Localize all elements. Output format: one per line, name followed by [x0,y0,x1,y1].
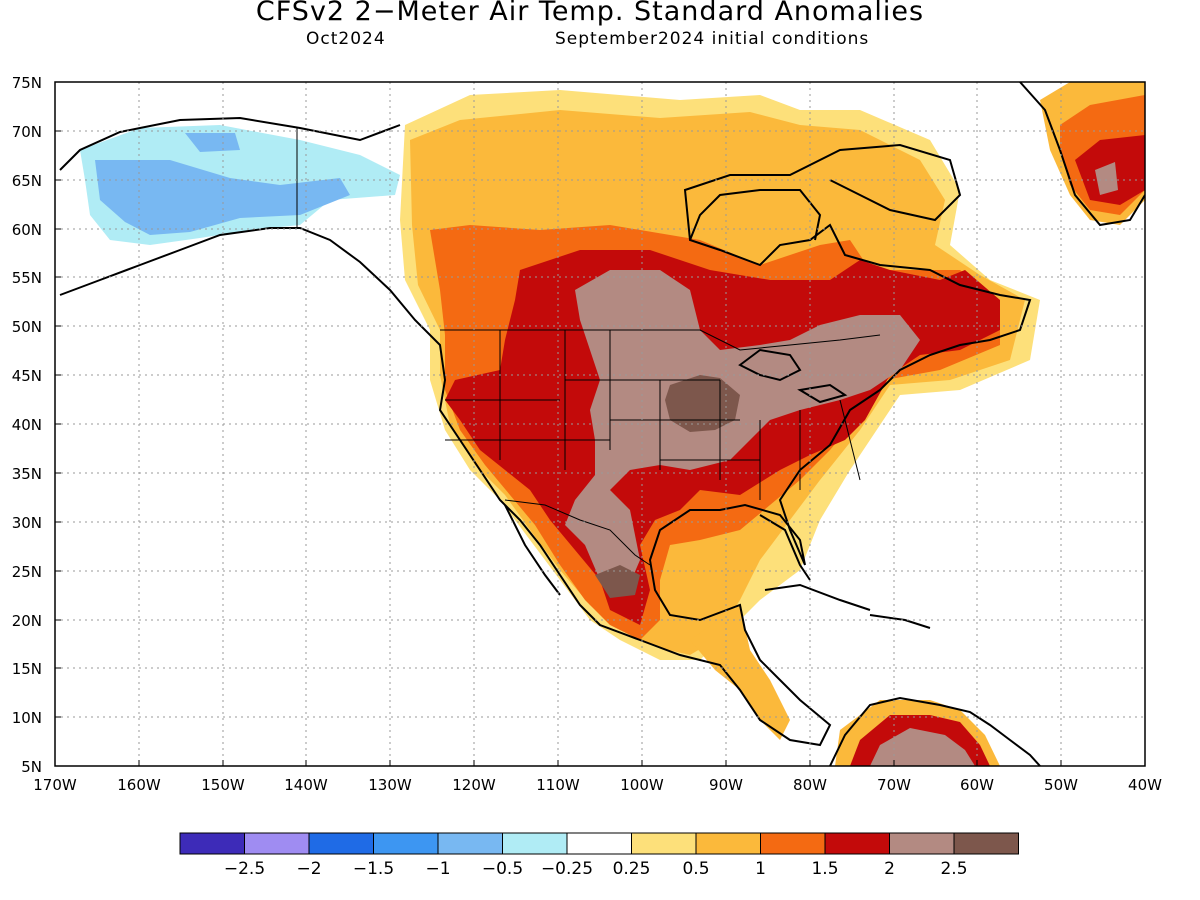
forecast-month: Oct2024 [306,29,386,49]
anomaly-field [80,82,1145,766]
lat-label: 15N [12,660,42,678]
lon-label: 90W [709,776,743,794]
alaska-cool-patch [185,133,240,152]
florida [759,514,811,581]
lat-label: 10N [12,709,42,727]
lon-label: 140W [284,776,328,794]
lon-label: 170W [33,776,77,794]
hudson-bay [689,189,822,241]
latitude-labels: 75N 70N 65N 60N 55N 50N 45N 40N 35N 30N … [12,74,42,776]
lon-label: 130W [368,776,412,794]
lon-label: 70W [877,776,911,794]
colorbar-swatch [244,832,310,855]
lon-label: 60W [960,776,994,794]
lat-label: 25N [12,563,42,581]
north-america-coastline [59,143,1032,747]
colorbar-swatch [760,832,826,855]
colorbar-swatch [179,832,245,855]
lat-label: 70N [12,123,42,141]
warm-2.0-region [565,270,920,595]
coastlines [59,82,1145,766]
lat-label: 65N [12,172,42,190]
longitude-labels: 170W 160W 150W 140W 130W 120W 110W 100W … [33,776,1162,794]
colorbar-label: 0.5 [682,859,709,879]
lon-label: 150W [201,776,245,794]
colorbar-swatch [824,832,890,855]
colorbar-label: −0.5 [482,859,523,879]
colorbar-swatches [179,832,1019,855]
lon-label: 100W [620,776,664,794]
warm-2.5-mexico [595,565,640,598]
hispaniola [869,614,931,629]
colorbar: −2.5 −2 −1.5 −1 −0.5 −0.25 0.25 0.5 1 1.5 2 2.5 [179,832,1019,879]
lat-label: 60N [12,221,42,239]
colorbar-label: −0.25 [541,859,593,879]
greenland-core [1095,162,1118,195]
political-borders [296,128,881,566]
colorbar-label: −2 [296,859,321,879]
us-canada-border [440,329,881,351]
cuba [764,583,871,611]
baja-california [504,504,561,596]
lon-label: 80W [793,776,827,794]
colorbar-label: 0.25 [613,859,651,879]
alaska-coastline [59,116,401,171]
colorbar-swatch [566,832,632,855]
graticule [55,82,1145,766]
lat-label: 35N [12,465,42,483]
colorbar-label: 1 [755,859,766,879]
us-mexico-border [504,499,651,566]
lon-label: 110W [536,776,580,794]
warm-2.5-core [665,375,740,432]
colorbar-labels: −2.5 −2 −1.5 −1 −0.5 −0.25 0.25 0.5 1 1.5 2 2.5 [224,859,968,879]
central-america-warm [690,605,790,740]
tick-marks [55,81,1062,766]
lat-label: 40N [12,416,42,434]
lat-label: 75N [12,74,42,92]
colorbar-swatch [953,832,1019,855]
greenland-coastline [1019,82,1145,227]
colorbar-swatch [631,832,697,855]
colorbar-label: 2.5 [940,859,967,879]
lat-label: 45N [12,367,42,385]
lat-label: 20N [12,612,42,630]
colorbar-swatch [889,832,955,855]
initial-conditions: September2024 initial conditions [555,29,870,49]
colorbar-swatch [437,832,503,855]
state-lines [445,330,861,500]
lat-label: 5N [21,758,42,776]
south-america-core [870,728,975,766]
great-lakes [738,348,848,404]
colorbar-label: −2.5 [224,859,265,879]
colorbar-label: 2 [884,859,895,879]
map-title: CFSv2 2−Meter Air Temp. Standard Anomali… [255,0,925,27]
lat-label: 30N [12,514,42,532]
lon-label: 40W [1128,776,1162,794]
colorbar-swatch [695,832,761,855]
colorbar-label: −1.5 [353,859,394,879]
lat-label: 55N [12,269,42,287]
colorbar-label: −1 [425,859,450,879]
south-america-coastline [829,696,1041,766]
lon-label: 120W [452,776,496,794]
lat-label: 50N [12,318,42,336]
lon-label: 50W [1044,776,1078,794]
colorbar-swatch [373,832,439,855]
lon-label: 160W [117,776,161,794]
colorbar-label: 1.5 [811,859,838,879]
colorbar-swatch [502,832,568,855]
colorbar-swatch [308,832,374,855]
